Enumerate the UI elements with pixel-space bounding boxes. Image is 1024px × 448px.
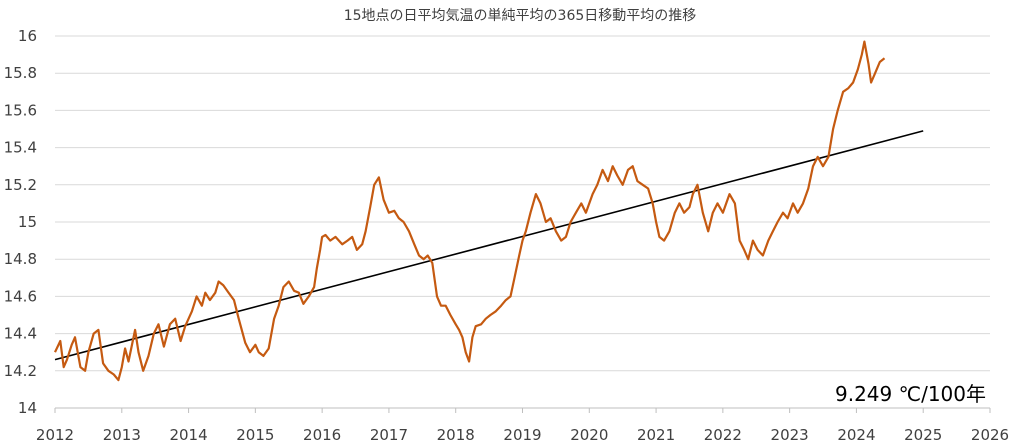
x-tick-label: 2023 xyxy=(771,426,809,444)
x-tick-label: 2021 xyxy=(637,426,675,444)
y-tick-label: 15 xyxy=(18,213,37,231)
y-tick-label: 15.4 xyxy=(4,139,37,157)
x-axis-ticks: 2012 2013 2014 2015 2016 2017 2018 2019 2020 2021… xyxy=(36,408,1009,444)
y-tick-label: 14.8 xyxy=(4,250,37,268)
x-tick-label: 2013 xyxy=(103,426,141,444)
x-tick-label: 2016 xyxy=(303,426,341,444)
y-tick-label: 14.6 xyxy=(4,287,37,305)
grid xyxy=(55,35,990,372)
y-tick-label: 16 xyxy=(18,27,37,45)
y-tick-label: 15.8 xyxy=(4,64,37,82)
x-tick-label: 2025 xyxy=(904,426,942,444)
y-axis-ticks: 14 14.2 14.4 14.6 14.8 15 15.2 15.4 15.6 15.8 16 xyxy=(4,27,37,417)
x-tick-label: 2015 xyxy=(236,426,274,444)
x-tick-label: 2026 xyxy=(971,426,1009,444)
x-tick-label: 2019 xyxy=(503,426,541,444)
moving-average-line xyxy=(54,40,886,382)
x-tick-label: 2014 xyxy=(169,426,207,444)
x-tick-label: 2017 xyxy=(370,426,408,444)
chart-title: 15地点の日平均気温の単純平均の365日移動平均の推移 xyxy=(344,8,697,24)
y-tick-label: 15.2 xyxy=(4,176,37,194)
y-tick-label: 14.4 xyxy=(4,325,37,343)
x-tick-label: 2022 xyxy=(704,426,742,444)
y-tick-label: 14.2 xyxy=(4,362,37,380)
y-tick-label: 15.6 xyxy=(4,101,37,119)
trend-line xyxy=(54,130,924,361)
trend-rate-annotation: 9.249 ℃/100年 xyxy=(835,382,986,406)
x-tick-label: 2018 xyxy=(437,426,475,444)
y-tick-label: 14 xyxy=(18,399,37,417)
x-tick-label: 2012 xyxy=(36,426,74,444)
x-tick-label: 2024 xyxy=(837,426,875,444)
x-tick-label: 2020 xyxy=(570,426,608,444)
